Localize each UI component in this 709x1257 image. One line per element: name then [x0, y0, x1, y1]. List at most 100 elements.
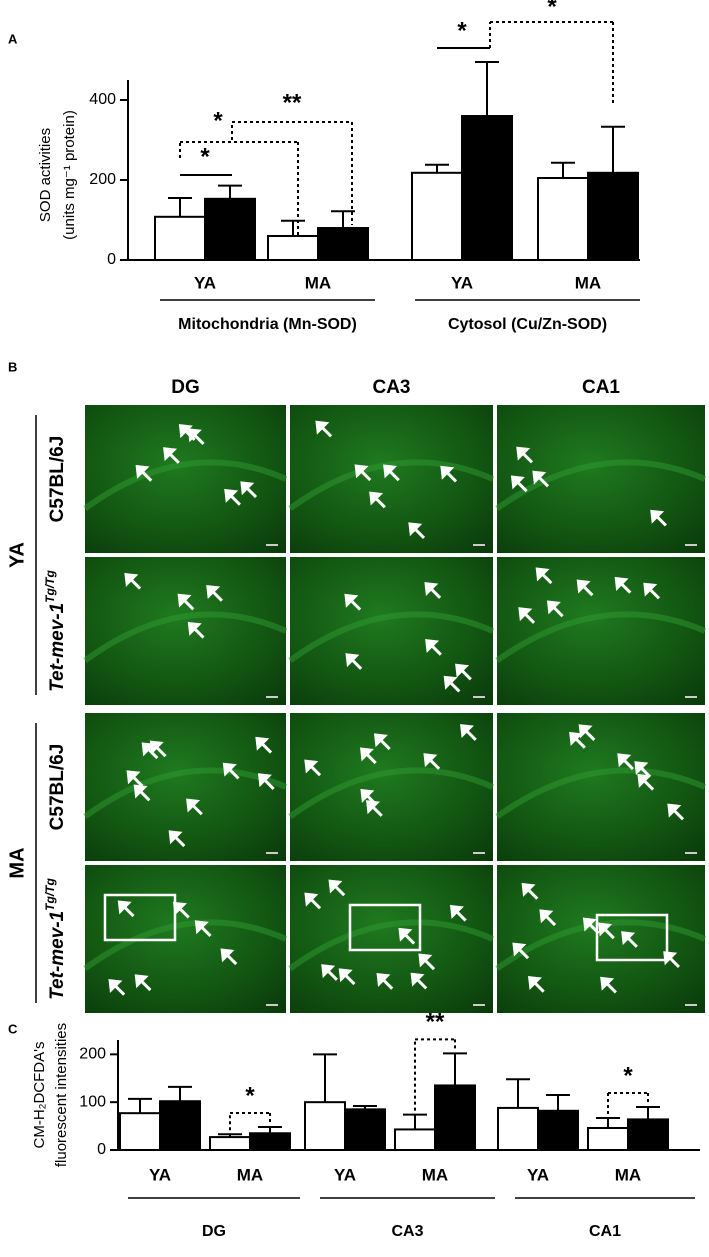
bar	[537, 1109, 579, 1151]
arrow	[206, 584, 223, 602]
arrow	[224, 488, 241, 506]
significance-mark: **	[283, 89, 302, 116]
arrow	[532, 470, 550, 488]
arrow	[424, 582, 442, 599]
y-axis-label: SOD activities	[37, 128, 54, 222]
tissue-band	[495, 767, 707, 820]
group-label: DG	[202, 1223, 226, 1240]
arrow	[220, 948, 238, 966]
group-label: Cytosol (Cu/Zn-SOD)	[448, 316, 607, 333]
micrograph	[290, 865, 493, 1013]
significance-mark: *	[457, 17, 467, 44]
strain-label: C57BL/6J	[47, 744, 68, 831]
arrow	[177, 593, 195, 611]
arrow	[186, 798, 203, 816]
arrow	[222, 762, 240, 780]
arrow	[634, 761, 652, 778]
bar	[154, 215, 206, 262]
arrow	[600, 976, 617, 994]
tissue-band	[83, 919, 288, 972]
bar	[434, 1084, 476, 1152]
bar	[304, 1101, 346, 1152]
arrow	[510, 475, 528, 493]
inset-box	[348, 903, 422, 952]
arrow	[569, 731, 586, 749]
x-tick-label: YA	[149, 1165, 171, 1184]
arrow	[338, 968, 356, 986]
y-tick-label: 100	[79, 1093, 106, 1110]
x-tick-label: MA	[237, 1165, 263, 1184]
arrow	[418, 953, 436, 971]
x-tick-label: YA	[334, 1165, 356, 1184]
panel-label: A	[8, 31, 18, 46]
bar	[587, 1127, 629, 1151]
age-label: MA	[6, 847, 28, 878]
column-header: CA1	[582, 377, 620, 398]
significance-mark: **	[426, 1009, 445, 1036]
panel-label: B	[8, 359, 17, 374]
micrograph	[85, 713, 286, 861]
arrow	[598, 922, 615, 940]
arrow	[546, 600, 564, 618]
panel-label: C	[8, 1021, 18, 1036]
strain-superscript: Tg/Tg	[43, 877, 57, 910]
arrow	[126, 770, 144, 788]
x-tick-label: YA	[527, 1165, 549, 1184]
y-tick-label: 0	[107, 251, 116, 268]
arrow	[315, 420, 333, 438]
micrograph	[497, 405, 705, 553]
x-tick-label: MA	[615, 1165, 641, 1184]
tissue-band	[288, 919, 495, 972]
y-axis-label: fluorescent intensities	[53, 1023, 70, 1167]
bar	[627, 1118, 669, 1152]
bar	[411, 171, 463, 261]
x-tick-label: YA	[194, 273, 216, 292]
arrow	[408, 522, 426, 540]
arrow	[512, 942, 530, 960]
y-tick-label: 200	[79, 1046, 106, 1063]
arrow	[460, 724, 477, 741]
bar	[317, 227, 369, 261]
arrow	[637, 773, 655, 791]
x-tick-label: YA	[451, 273, 473, 292]
tissue-band	[288, 767, 495, 820]
arrow	[383, 464, 400, 482]
arrow	[455, 663, 472, 681]
arrow	[304, 892, 322, 910]
arrow	[257, 773, 275, 790]
strain-superscript: Tg/Tg	[43, 569, 57, 602]
arrow	[614, 576, 632, 594]
arrow	[440, 465, 458, 483]
inset-box	[595, 913, 669, 962]
y-tick-label: 200	[89, 171, 116, 188]
column-header: DG	[171, 377, 200, 398]
strain-label: C57BL/6J	[47, 436, 68, 523]
bar	[461, 115, 513, 261]
arrow	[643, 582, 661, 600]
arrow	[576, 579, 594, 597]
arrow	[194, 920, 212, 938]
significance-mark: *	[245, 1082, 255, 1109]
significance-mark: *	[213, 107, 223, 134]
bar	[587, 171, 639, 261]
age-label: YA	[6, 542, 28, 568]
significance-mark: *	[547, 0, 557, 20]
micrograph	[85, 557, 286, 705]
arrow	[578, 724, 596, 742]
group-label: CA1	[589, 1223, 621, 1240]
arrow	[663, 951, 680, 968]
strain-label: Tet-mev-1Tg/Tg	[43, 877, 68, 999]
arrow	[134, 974, 152, 992]
bar	[204, 197, 256, 262]
tissue-band	[495, 611, 707, 664]
x-tick-label: MA	[422, 1165, 448, 1184]
arrow	[345, 653, 363, 670]
column-header: CA3	[372, 377, 410, 398]
tissue-band	[288, 611, 495, 664]
tissue-band	[83, 459, 288, 512]
x-tick-label: MA	[575, 273, 601, 292]
bar	[537, 177, 589, 261]
arrow	[373, 733, 391, 751]
inset-box	[103, 893, 177, 942]
